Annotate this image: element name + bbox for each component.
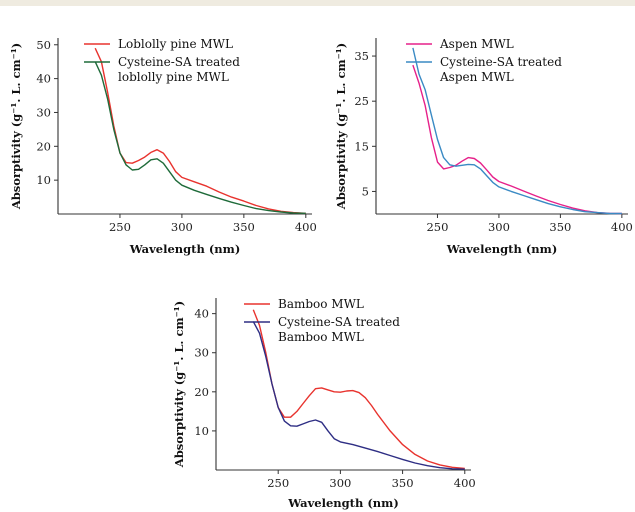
y-tick-label: 40 [194,307,209,321]
y-tick-label: 20 [36,139,51,153]
y-tick-label: 5 [362,184,369,198]
chart-panel-3: 250 300 350 400 10 20 30 40 Wavelength (nm) Absor… [172,297,476,510]
series-line-1 [412,64,622,215]
legend-label: Cysteine-SA treated [278,315,400,329]
y-tick-label: 10 [194,424,209,438]
series-line-2 [94,61,306,214]
chart-panel-2: 250 300 350 400 5 15 25 35 Wavelength (nm) Absorp… [334,37,633,256]
legend-label: Bamboo MWL [278,297,364,311]
y-tick-label: 30 [194,346,209,360]
legend-label: Loblolly pine MWL [118,37,233,51]
y-tick-label: 50 [36,38,51,52]
y-axis-label: Absorptivity (g⁻¹. L. cm⁻¹) [172,301,186,468]
series-line-2 [412,47,622,215]
y-tick-label: 35 [354,49,369,63]
legend-label: Aspen MWL [439,37,514,51]
legend: Loblolly pine MWL Cysteine-SA treatedlobl… [84,37,240,84]
x-axis-label: Wavelength (nm) [287,496,399,510]
x-tick-label: 400 [454,476,476,490]
x-tick-label: 400 [611,220,633,234]
x-tick-label: 300 [329,476,351,490]
y-axis-label: Absorptivity (g⁻¹. L. cm⁻¹) [334,43,348,210]
y-tick-label: 30 [36,105,51,119]
x-tick-label: 350 [549,220,571,234]
y-tick-label: 15 [354,139,369,153]
x-tick-label: 350 [392,476,414,490]
legend-label-line2: Aspen MWL [439,70,514,84]
y-tick-label: 40 [36,72,51,86]
x-tick-label: 350 [233,220,255,234]
x-axis-label: Wavelength (nm) [446,242,558,256]
legend-label-line2: Bamboo MWL [278,330,364,344]
x-axis-label: Wavelength (nm) [129,242,241,256]
page-top-bar [0,0,635,6]
x-tick-label: 300 [488,220,510,234]
y-tick-label: 10 [36,173,51,187]
x-tick-label: 250 [267,476,289,490]
series-line-1 [252,309,465,470]
x-tick-label: 250 [109,220,131,234]
legend-label: Cysteine-SA treated [440,55,562,69]
y-axis-label: Absorptivity (g⁻¹. L. cm⁻¹) [9,43,23,210]
x-tick-label: 250 [426,220,448,234]
x-tick-label: 300 [171,220,193,234]
chart-panel-1: 250 300 350 400 10 20 30 40 50 Wavelength (nm) Abs… [9,37,317,256]
legend-label: Cysteine-SA treated [118,55,240,69]
series-line-2 [252,321,465,470]
y-tick-label: 25 [354,94,369,108]
legend-label-line2: loblolly pine MWL [118,70,229,84]
x-tick-label: 400 [295,220,317,234]
y-tick-label: 20 [194,385,209,399]
